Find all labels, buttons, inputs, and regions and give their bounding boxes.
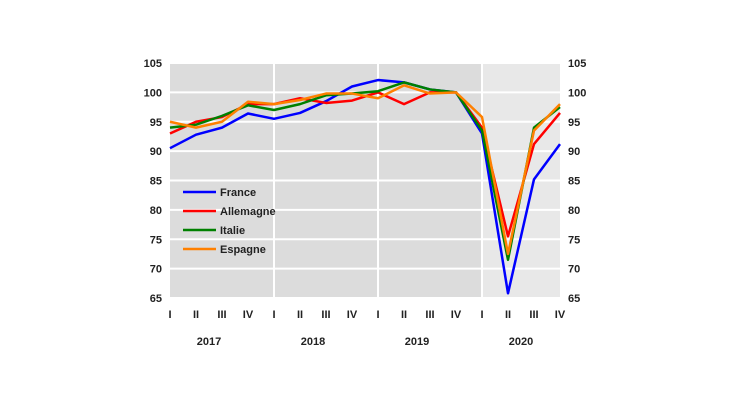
legend-label: Italie [220, 225, 245, 237]
x-tick-quarter: II [505, 309, 511, 321]
y-tick-left: 70 [150, 264, 162, 276]
x-tick-quarter: III [321, 309, 330, 321]
y-tick-left: 105 [144, 58, 162, 70]
y-tick-right: 65 [568, 293, 580, 305]
y-tick-left: 100 [144, 87, 162, 99]
y-tick-right: 90 [568, 146, 580, 158]
y-tick-left: 95 [150, 117, 162, 129]
legend-label: Allemagne [220, 206, 276, 218]
x-tick-quarter: IV [347, 309, 358, 321]
x-tick-year: 2019 [405, 336, 429, 348]
legend-label: France [220, 187, 256, 199]
y-tick-right: 85 [568, 176, 580, 188]
y-tick-right: 105 [568, 58, 586, 70]
x-tick-quarter: IV [451, 309, 462, 321]
x-tick-quarter: I [272, 309, 275, 321]
legend-label: Espagne [220, 244, 266, 256]
y-tick-left: 75 [150, 234, 162, 246]
x-tick-year: 2018 [301, 336, 325, 348]
x-tick-quarter: I [480, 309, 483, 321]
y-tick-right: 75 [568, 234, 580, 246]
x-tick-quarter: III [425, 309, 434, 321]
x-tick-quarter: III [217, 309, 226, 321]
x-tick-quarter: II [297, 309, 303, 321]
y-tick-left: 65 [150, 293, 162, 305]
x-tick-quarter: III [529, 309, 538, 321]
y-tick-right: 100 [568, 87, 586, 99]
y-tick-right: 95 [568, 117, 580, 129]
x-tick-quarter: I [376, 309, 379, 321]
y-tick-left: 90 [150, 146, 162, 158]
x-tick-year: 2020 [509, 336, 533, 348]
y-tick-right: 80 [568, 205, 580, 217]
x-tick-quarter: II [193, 309, 199, 321]
x-tick-quarter: IV [555, 309, 566, 321]
y-tick-left: 80 [150, 205, 162, 217]
x-tick-year: 2017 [197, 336, 221, 348]
x-tick-quarter: IV [243, 309, 254, 321]
x-tick-quarter: I [168, 309, 171, 321]
x-tick-quarter: II [401, 309, 407, 321]
y-tick-right: 70 [568, 264, 580, 276]
y-tick-left: 85 [150, 176, 162, 188]
